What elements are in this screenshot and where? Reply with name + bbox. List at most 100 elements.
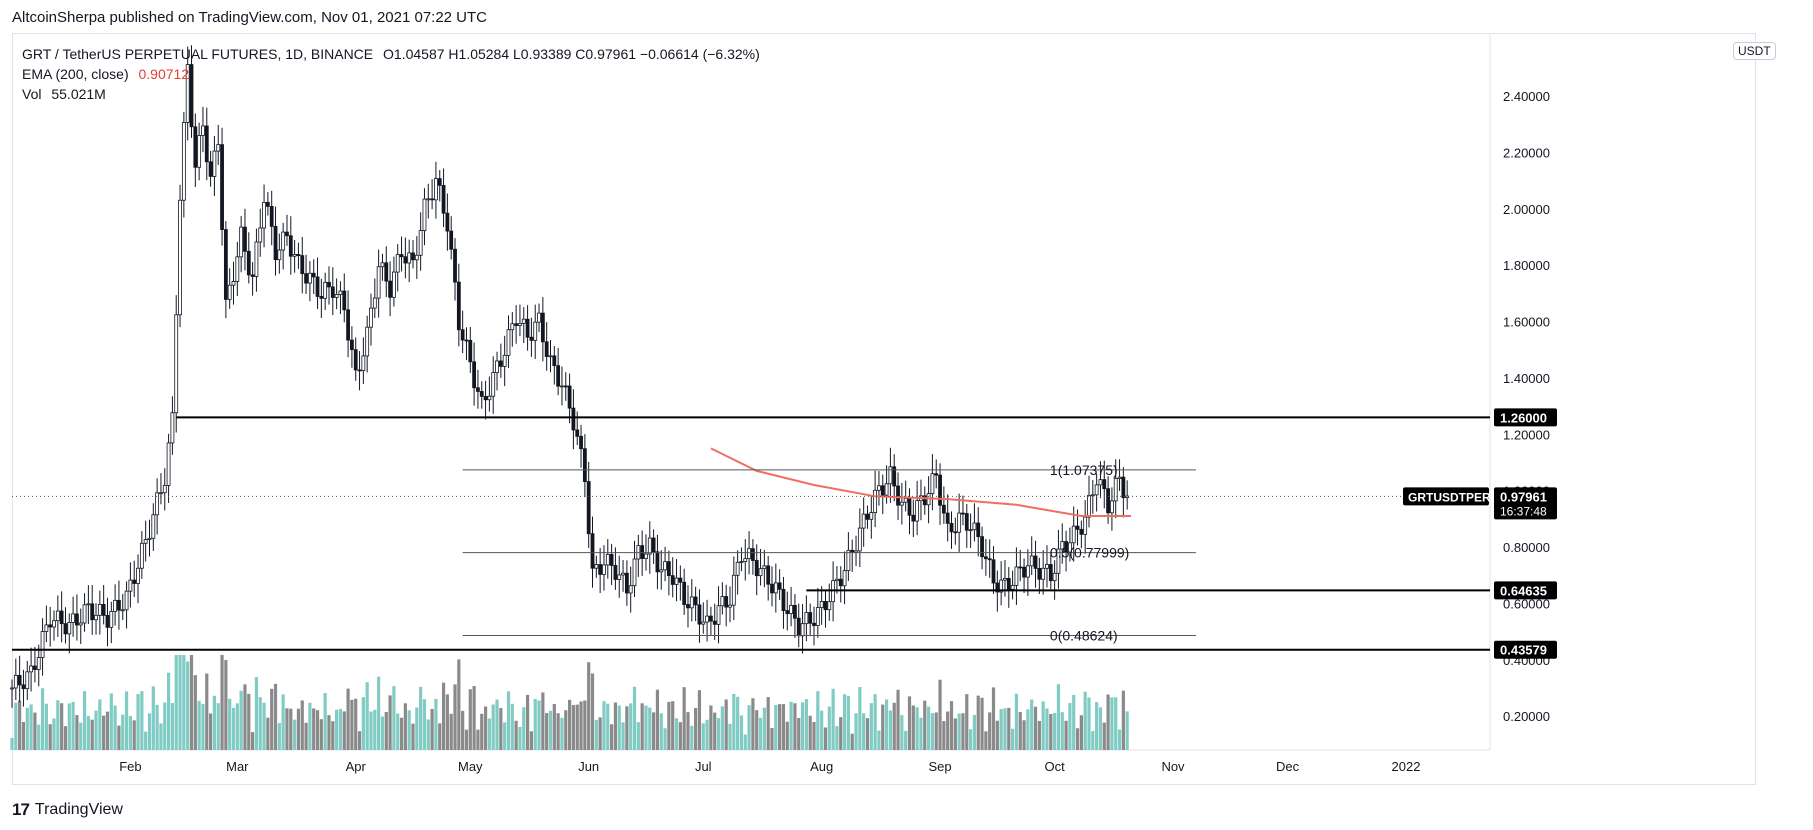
candle-body [407,252,412,264]
candle-body [204,125,209,163]
candle-body [842,570,847,587]
legend-ema-value: 0.90712 [138,66,190,82]
candle-body [731,574,736,606]
fib-level-label: 0(0.48624) [1050,627,1118,643]
candle-body [273,225,278,261]
candle-body [735,561,740,576]
volume-bar [1095,702,1099,750]
candle-body [579,435,583,450]
candle-body [117,599,121,611]
candle-body [181,122,186,201]
candle-body [334,294,339,298]
volume-bar [75,715,79,750]
volume-bar [655,689,660,750]
volume-bar [877,730,881,750]
volume-bar [281,694,285,750]
volume-bar [1110,697,1114,750]
candle-body [353,349,358,371]
symbol-tag-label: GRTUSDTPERP [1408,490,1499,504]
candle-body [300,255,305,275]
volume-bar [361,697,365,750]
candle-body [315,276,320,297]
volume-bar [678,722,682,750]
volume-bar [1056,684,1061,750]
volume-bar [567,699,572,750]
volume-bar [709,705,713,750]
volume-bar [926,706,931,750]
candle-body [739,561,744,563]
volume-bar [942,721,946,750]
candle-body [1106,488,1110,514]
legend-symbol-row: GRT / TetherUS PERPETUAL FUTURES, 1D, BI… [22,44,766,64]
volume-bar [220,655,224,750]
volume-bar [163,702,167,750]
candle-body [835,578,839,582]
volume-bar [770,727,774,750]
candle-body [521,318,526,324]
volume-bar [445,694,449,750]
volume-bar [823,727,828,750]
volume-bar [140,691,144,750]
candle-body [655,551,660,573]
candle-body [189,64,194,128]
candle-body [1018,566,1023,569]
candle-body [63,623,68,635]
candle-body [78,622,83,626]
volume-bar [545,713,549,750]
candle-body [827,601,832,611]
candle-body [785,610,790,614]
volume-bar [793,703,797,750]
candle-body [460,329,465,341]
candle-body [376,266,381,299]
volume-bar [610,724,614,750]
volume-bar [858,687,862,750]
candle-body [403,256,408,264]
candle-body [159,492,163,495]
volume-bar [151,686,155,750]
countdown-label: 16:37:48 [1500,504,1547,518]
volume-bar [1014,693,1019,750]
volume-bar [254,677,259,750]
candle-body [94,614,98,621]
currency-badge[interactable]: USDT [1733,42,1776,60]
volume-bar [716,718,721,750]
candle-body [44,624,49,632]
candle-body [120,609,125,612]
volume-bar [873,694,877,750]
volume-bar [506,691,511,750]
volume-bar [277,723,281,750]
volume-bar [304,722,308,750]
volume-bar [613,702,618,750]
current-price-tag [1494,487,1557,520]
candle-body [506,329,511,356]
volume-bar [266,717,270,750]
legend-ema-label: EMA (200, close) [22,66,129,82]
candle-body [861,513,866,529]
candle-body [246,250,251,276]
candle-body [384,262,389,282]
volume-bar [346,688,350,750]
candle-body [201,125,205,136]
volume-bar [98,699,102,750]
candle-body [136,567,140,584]
candle-body [281,231,286,251]
candle-body [850,549,855,553]
candle-body [456,281,461,331]
volume-bar [457,659,461,750]
chart-frame [12,33,1756,785]
volume-bar [949,701,954,750]
volume-bar [296,708,301,750]
candle-body [1094,484,1099,496]
candle-body [1113,478,1118,502]
candle-body [1098,479,1103,486]
candle-body [815,607,820,626]
volume-bar [884,699,889,750]
volume-bar [976,695,980,750]
candle-body [540,312,545,343]
candle-body [701,621,706,625]
candle-body [602,564,606,575]
ema-200-line [710,447,1131,517]
volume-bar [480,713,484,750]
candle-body [823,601,828,611]
